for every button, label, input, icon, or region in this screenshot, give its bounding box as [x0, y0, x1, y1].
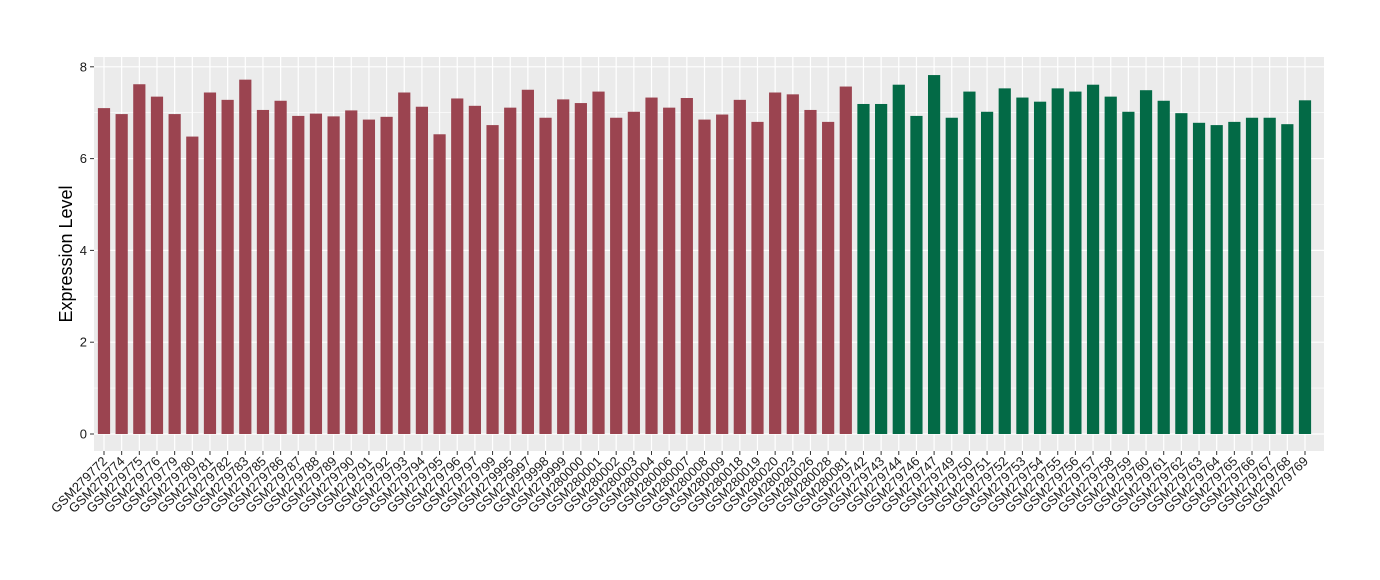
bar-GSM280002	[610, 117, 623, 435]
bar-GSM279755	[1051, 88, 1064, 435]
bar-GSM280001	[592, 91, 605, 434]
bar-GSM280008	[698, 119, 711, 435]
bar-GSM280006	[663, 107, 676, 434]
bar-GSM279786	[274, 100, 287, 435]
y-tick-label: 0	[80, 427, 87, 442]
bar-GSM279774	[115, 114, 128, 435]
bar-GSM280020	[769, 92, 782, 434]
bar-GSM279796	[451, 98, 464, 434]
bar-GSM279780	[186, 136, 199, 434]
bar-GSM279757	[1086, 84, 1100, 435]
bar-GSM279767	[1263, 117, 1276, 435]
bar-GSM279758	[1104, 96, 1117, 434]
bar-GSM279776	[150, 96, 164, 434]
bar-GSM279998	[539, 117, 552, 435]
bar-GSM279764	[1210, 125, 1223, 434]
bar-GSM279751	[980, 111, 994, 435]
bar-GSM279997	[521, 89, 534, 434]
bar-GSM279788	[309, 113, 323, 435]
bar-GSM279775	[133, 84, 146, 434]
bar-GSM279749	[945, 117, 958, 435]
bar-GSM279799	[486, 125, 499, 434]
bar-GSM279794	[415, 106, 429, 434]
bar-GSM280004	[645, 97, 658, 434]
bar-GSM279781	[203, 92, 217, 434]
bar-GSM279995	[504, 107, 517, 434]
bar-GSM279793	[398, 92, 411, 434]
bar-GSM280023	[786, 94, 799, 434]
bar-GSM279999	[557, 99, 570, 434]
bar-GSM279747	[928, 75, 941, 434]
bar-GSM280018	[733, 99, 746, 435]
bar-GSM279797	[468, 105, 481, 434]
bar-GSM279795	[433, 134, 446, 434]
bar-GSM279779	[168, 114, 181, 435]
bar-GSM279753	[1016, 97, 1029, 434]
bar-GSM279783	[239, 79, 252, 434]
bar-GSM279744	[892, 84, 905, 435]
y-tick-label: 2	[80, 335, 87, 350]
bar-GSM280026	[804, 109, 817, 435]
bar-GSM279790	[345, 110, 358, 434]
bar-GSM279762	[1175, 113, 1188, 434]
bar-GSM280003	[627, 111, 640, 435]
y-tick-label: 4	[80, 243, 87, 258]
bar-GSM279759	[1122, 111, 1135, 435]
bar-GSM279789	[327, 116, 340, 434]
y-tick-label: 6	[80, 151, 87, 166]
bar-GSM280081	[839, 86, 852, 435]
bar-GSM279787	[292, 115, 305, 435]
bar-GSM279761	[1157, 100, 1170, 435]
bar-GSM279752	[998, 88, 1011, 435]
bar-GSM280007	[680, 98, 693, 435]
bar-GSM279750	[963, 91, 976, 434]
x-axis: GSM279772GSM279774GSM279775GSM279776GSM2…	[48, 451, 1311, 516]
bar-GSM279754	[1033, 101, 1047, 435]
bar-GSM279791	[362, 119, 376, 435]
bar-GSM280000	[574, 103, 587, 434]
bar-GSM279768	[1281, 124, 1294, 435]
bar-GSM279763	[1192, 122, 1206, 434]
bar-GSM279785	[256, 109, 270, 435]
y-tick-label: 8	[80, 59, 87, 74]
bar-GSM279772	[97, 108, 111, 435]
bar-GSM280009	[716, 114, 729, 434]
bar-GSM279769	[1298, 100, 1312, 434]
bar-GSM280019	[751, 121, 764, 434]
bar-GSM279782	[221, 99, 234, 435]
y-axis-title: Expression Level	[56, 185, 76, 322]
bar-GSM279760	[1139, 90, 1153, 435]
bar-GSM279742	[857, 103, 870, 434]
bar-GSM279756	[1069, 91, 1082, 434]
bar-GSM279765	[1228, 121, 1241, 434]
y-axis: 0 2 4 6 8	[80, 59, 94, 442]
bar-GSM279766	[1245, 117, 1259, 435]
bar-GSM279743	[875, 103, 888, 434]
bars	[97, 75, 1312, 435]
bar-GSM279792	[380, 116, 393, 435]
bar-GSM280028	[822, 121, 835, 434]
bar-GSM279746	[910, 115, 923, 435]
